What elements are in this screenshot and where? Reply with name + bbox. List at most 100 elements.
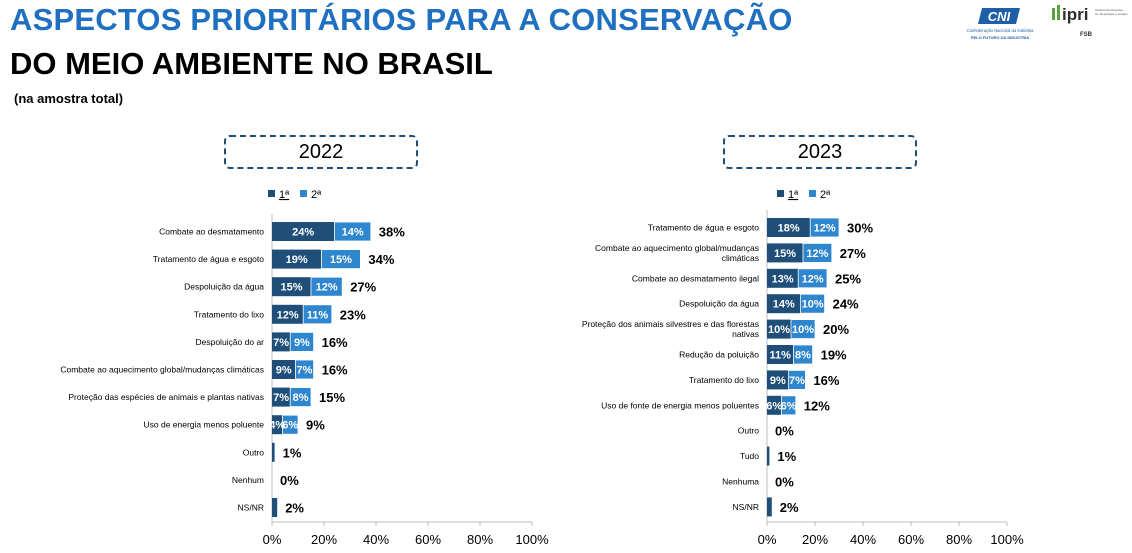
category-label-2023-5: Redução da poluição bbox=[679, 350, 759, 360]
category-label-2023-4-0: Proteção dos animais silvestres e das fl… bbox=[582, 319, 759, 329]
bar-total-2022-8: 1% bbox=[283, 445, 302, 460]
legend-label-1-2022: 1ª bbox=[279, 189, 290, 201]
category-label-2023-6: Tratamento do lixo bbox=[689, 375, 759, 385]
category-label-2022-2: Despoluição da água bbox=[184, 282, 264, 292]
x-tick-label-2022-4: 80% bbox=[467, 532, 493, 547]
bar-label-second-2023-1: 12% bbox=[806, 248, 828, 260]
legend-label-2-2022: 2ª bbox=[311, 189, 322, 201]
bar-first-2023-4 bbox=[767, 319, 791, 339]
bar-label-second-2022-3: 11% bbox=[307, 309, 329, 321]
bar-second-2023-4 bbox=[790, 319, 816, 340]
bar-first-2023-6 bbox=[767, 370, 789, 390]
bar-label-first-2023-7: 6% bbox=[766, 400, 782, 412]
bar-label-first-2022-1: 19% bbox=[286, 254, 308, 266]
bar-label-second-2022-7: 6% bbox=[282, 420, 298, 432]
legend-label-1-2023: 1ª bbox=[788, 189, 799, 201]
page-title-line2: DO MEIO AMBIENTE NO BRASIL bbox=[10, 46, 493, 81]
cni-logo: CNI Confederação Nacional da Indústria P… bbox=[967, 8, 1034, 40]
bar-label-second-2022-6: 8% bbox=[293, 392, 309, 404]
bar-total-2022-1: 34% bbox=[368, 252, 394, 267]
cni-logo-caption: Confederação Nacional da Indústria bbox=[967, 28, 1034, 33]
bar-second-2022-6 bbox=[289, 387, 312, 408]
bar-label-first-2022-7: 4% bbox=[269, 420, 285, 432]
bar-label-second-2022-5: 7% bbox=[297, 365, 313, 377]
category-label-2023-4-1: nativas bbox=[732, 329, 759, 339]
x-tick-label-2022-0: 0% bbox=[263, 532, 282, 547]
x-tick-label-2023-2: 40% bbox=[850, 532, 876, 547]
bar-label-first-2023-1: 15% bbox=[774, 248, 796, 260]
bar-total-2022-4: 16% bbox=[322, 335, 348, 350]
bar-second-2023-6 bbox=[788, 369, 806, 390]
x-tick-label-2023-4: 80% bbox=[946, 532, 972, 547]
bar-first-2022-3 bbox=[272, 304, 304, 324]
bar-label-first-2022-3: 12% bbox=[277, 309, 299, 321]
legend-label-2-2023: 2ª bbox=[820, 189, 831, 201]
bar-total-2022-3: 23% bbox=[340, 307, 366, 322]
bar-total-2023-9: 1% bbox=[777, 449, 796, 464]
bar-first-2023-11 bbox=[767, 497, 772, 517]
year-label-2023: 2023 bbox=[797, 141, 843, 163]
bar-label-second-2023-0: 12% bbox=[814, 223, 836, 235]
x-tick-label-2022-3: 60% bbox=[415, 532, 441, 547]
bar-first-2022-1 bbox=[272, 249, 322, 269]
bar-total-2023-4: 20% bbox=[823, 322, 849, 337]
legend-swatch-2-2023 bbox=[809, 190, 816, 197]
bar-second-2022-0 bbox=[333, 221, 372, 242]
category-label-2022-6: Proteção das espécies de animais e plant… bbox=[68, 392, 264, 402]
ipri-logo-caption: Instituto de Pesquisa em Reputação e Ima… bbox=[1095, 8, 1128, 16]
x-tick-label-2023-1: 20% bbox=[802, 532, 828, 547]
legend-swatch-2-2022 bbox=[300, 190, 307, 197]
bar-label-second-2022-0: 14% bbox=[342, 227, 364, 239]
category-label-2023-7: Uso de fonte de energia menos poluentes bbox=[601, 400, 759, 410]
bar-label-second-2022-4: 9% bbox=[294, 337, 310, 349]
bar-label-second-2023-6: 7% bbox=[789, 375, 805, 387]
bar-second-2023-7 bbox=[781, 395, 797, 416]
legend-swatch-1-2022 bbox=[268, 190, 275, 197]
category-label-2022-9: Nenhum bbox=[232, 475, 264, 485]
bar-total-2023-6: 16% bbox=[813, 373, 839, 388]
category-label-2022-5: Combate ao aquecimento global/mudanças c… bbox=[60, 365, 264, 375]
bar-total-2023-11: 2% bbox=[780, 500, 799, 515]
bar-first-2022-0 bbox=[272, 222, 335, 241]
year-box-2022: 2022 bbox=[224, 135, 418, 169]
bar-total-2023-8: 0% bbox=[775, 424, 794, 439]
bar-label-first-2022-4: 7% bbox=[273, 337, 289, 349]
bar-label-second-2023-2: 12% bbox=[802, 273, 824, 285]
x-tick-label-2023-0: 0% bbox=[758, 532, 777, 547]
bar-first-2023-1 bbox=[767, 243, 803, 263]
page-title-line1: ASPECTOS PRIORITÁRIOS PARA A CONSERVAÇÃO bbox=[10, 2, 793, 37]
bar-second-2022-1 bbox=[320, 249, 361, 270]
bar-first-2023-5 bbox=[767, 345, 794, 364]
bar-label-first-2022-6: 7% bbox=[273, 392, 289, 404]
x-tick-label-2022-1: 20% bbox=[311, 532, 337, 547]
bar-first-2022-5 bbox=[272, 360, 296, 379]
bar-label-first-2023-3: 14% bbox=[773, 299, 795, 311]
legend-swatch-1-2023 bbox=[777, 190, 784, 197]
bar-second-2022-7 bbox=[281, 414, 299, 435]
x-tick-label-2023-3: 60% bbox=[898, 532, 924, 547]
bar-first-2022-7 bbox=[272, 415, 283, 435]
bar-total-2022-2: 27% bbox=[350, 280, 376, 295]
bar-total-2022-0: 38% bbox=[379, 225, 405, 240]
bar-second-2023-5 bbox=[793, 344, 814, 365]
category-label-2023-2: Combate ao desmatamento ilegal bbox=[632, 273, 759, 283]
bar-second-2023-0 bbox=[809, 217, 840, 238]
bar-label-first-2023-0: 18% bbox=[778, 223, 800, 235]
bar-label-second-2023-4: 10% bbox=[792, 324, 814, 336]
category-label-2022-8: Outro bbox=[243, 447, 265, 457]
bar-label-second-2023-5: 8% bbox=[795, 350, 811, 362]
year-label-2022: 2022 bbox=[298, 141, 344, 163]
bar-total-2023-1: 27% bbox=[840, 246, 866, 261]
fsb-logo-text: FSB bbox=[1080, 32, 1093, 38]
bar-label-second-2023-7: 6% bbox=[781, 400, 797, 412]
bar-first-2022-4 bbox=[272, 332, 291, 352]
bar-label-first-2023-2: 13% bbox=[772, 273, 794, 285]
bar-first-2022-8 bbox=[272, 442, 275, 462]
category-label-2022-3: Tratamento do lixo bbox=[194, 309, 264, 319]
bar-second-2022-4 bbox=[289, 331, 315, 352]
bar-total-2022-7: 9% bbox=[306, 418, 325, 433]
category-label-2023-9: Tudo bbox=[740, 451, 759, 461]
bar-second-2023-2 bbox=[797, 268, 828, 289]
bar-label-first-2022-2: 15% bbox=[280, 282, 302, 294]
